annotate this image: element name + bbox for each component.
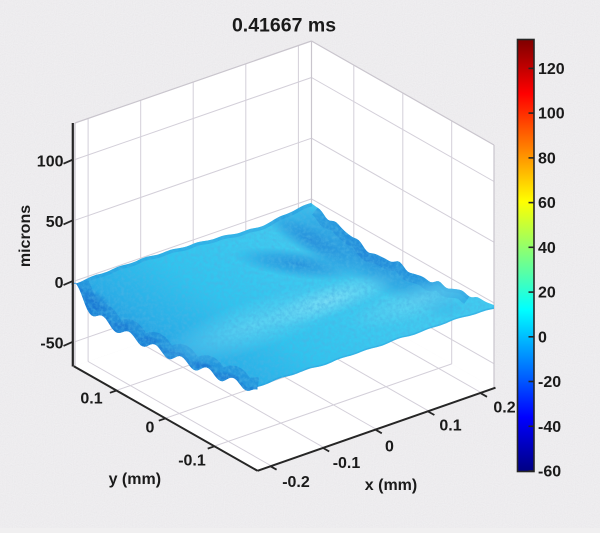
svg-text:0: 0 [538, 329, 547, 346]
svg-text:-50: -50 [40, 336, 63, 353]
svg-text:-20: -20 [538, 374, 561, 391]
svg-text:20: 20 [538, 285, 556, 302]
svg-text:y (mm): y (mm) [109, 471, 161, 488]
svg-text:100: 100 [37, 153, 64, 170]
svg-text:120: 120 [538, 61, 565, 78]
svg-text:0: 0 [55, 275, 64, 292]
svg-text:0: 0 [146, 420, 155, 437]
svg-text:50: 50 [46, 214, 64, 231]
svg-text:0.41667 ms: 0.41667 ms [232, 15, 336, 37]
svg-text:0.2: 0.2 [493, 400, 515, 417]
svg-text:-60: -60 [538, 464, 561, 481]
svg-text:40: 40 [538, 240, 556, 257]
svg-text:-40: -40 [538, 419, 561, 436]
svg-text:100: 100 [538, 106, 565, 123]
svg-text:-0.1: -0.1 [178, 453, 206, 470]
svg-text:80: 80 [538, 150, 556, 167]
svg-text:60: 60 [538, 195, 556, 212]
svg-text:0: 0 [385, 439, 394, 456]
svg-text:-0.2: -0.2 [282, 474, 310, 491]
svg-text:x (mm): x (mm) [365, 477, 417, 494]
svg-text:0.1: 0.1 [439, 418, 461, 435]
svg-text:microns: microns [17, 205, 34, 267]
svg-text:0.1: 0.1 [80, 391, 102, 408]
svg-text:-0.1: -0.1 [333, 455, 361, 472]
